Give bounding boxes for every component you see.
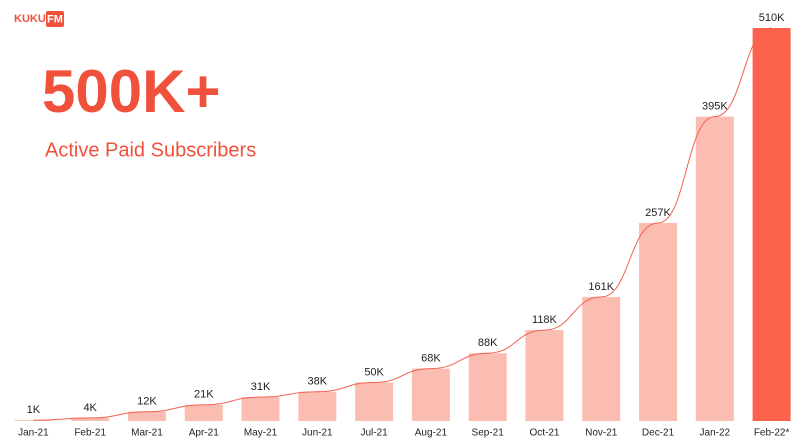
bar xyxy=(468,353,507,421)
bar xyxy=(695,116,734,421)
brand-badge-bg xyxy=(46,11,64,27)
bar xyxy=(184,404,223,421)
bar xyxy=(355,382,394,421)
x-tick-label: Jun-21 xyxy=(302,428,333,439)
value-label: 4K xyxy=(83,402,97,414)
value-label: 257K xyxy=(645,207,671,219)
bar xyxy=(525,330,564,421)
value-label: 88K xyxy=(478,337,498,349)
bar xyxy=(298,391,337,421)
value-label: 510K xyxy=(759,12,785,24)
x-tick-label: Apr-21 xyxy=(189,428,219,439)
brand-name: KUKU xyxy=(14,13,46,25)
value-label: 31K xyxy=(251,381,271,393)
bar xyxy=(71,417,110,421)
x-tick-label: Mar-21 xyxy=(131,428,163,439)
x-tick-label: Aug-21 xyxy=(415,428,448,439)
x-tick-label: Feb-21 xyxy=(74,428,106,439)
bar xyxy=(639,222,678,421)
value-label: 12K xyxy=(137,396,157,408)
x-tick-label: May-21 xyxy=(244,428,278,439)
chart-subtitle: Active Paid Subscribers xyxy=(45,139,256,161)
brand-badge: FM xyxy=(47,13,63,25)
bar xyxy=(582,296,621,421)
value-label: 118K xyxy=(532,314,558,326)
x-tick-label: Dec-21 xyxy=(642,428,675,439)
value-label: 21K xyxy=(194,389,214,401)
x-tick-label: Jan-22 xyxy=(700,428,731,439)
chart-title: 500K+ xyxy=(42,58,220,125)
x-tick-label: Jan-21 xyxy=(18,428,49,439)
bar xyxy=(241,397,280,421)
value-label: 68K xyxy=(421,353,441,365)
bar xyxy=(411,368,450,421)
bar xyxy=(127,411,166,421)
x-tick-label: Feb-22* xyxy=(754,428,790,439)
value-label: 50K xyxy=(364,366,384,378)
value-label: 395K xyxy=(702,101,728,113)
x-tick-label: Oct-21 xyxy=(529,428,559,439)
value-label: 161K xyxy=(588,281,614,293)
x-tick-label: Sep-21 xyxy=(472,428,505,439)
bar xyxy=(752,28,791,421)
x-tick-label: Jul-21 xyxy=(360,428,388,439)
x-tick-label: Nov-21 xyxy=(585,428,618,439)
value-label: 1K xyxy=(27,404,41,416)
value-label: 38K xyxy=(308,376,328,388)
trend-line xyxy=(33,27,772,421)
